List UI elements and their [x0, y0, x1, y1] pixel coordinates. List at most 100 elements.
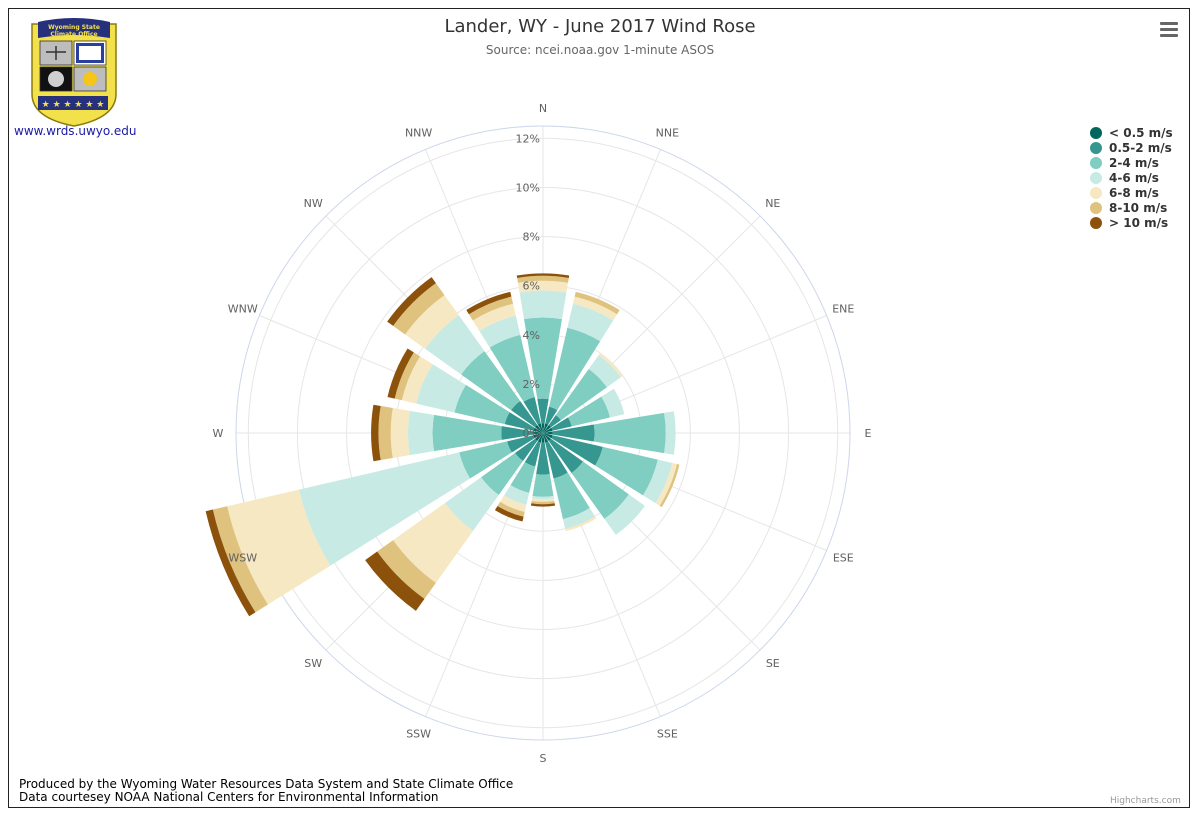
- rose-segment-wnw-series-0[interactable]: [533, 427, 543, 433]
- rose-segment-ene-series-0[interactable]: [543, 427, 553, 433]
- rose-segment-ssw-series-5[interactable]: [497, 501, 525, 517]
- rose-segment-ssw-series-6[interactable]: [494, 505, 524, 522]
- rose-segment-sse-series-4[interactable]: [565, 516, 597, 532]
- legend-item[interactable]: 4-6 m/s: [1090, 170, 1173, 185]
- rose-segment-nne-series-1[interactable]: [545, 406, 558, 425]
- rose-segment-wnw-series-5[interactable]: [394, 352, 421, 401]
- rose-segment-ene-series-3[interactable]: [601, 388, 625, 418]
- rose-segment-nnw-series-2[interactable]: [489, 334, 535, 402]
- rose-segment-n-series-0[interactable]: [541, 423, 545, 433]
- rose-segment-ssw-series-2[interactable]: [510, 462, 536, 493]
- rose-segment-se-series-1[interactable]: [548, 438, 583, 473]
- rose-segment-s-series-5[interactable]: [531, 500, 555, 505]
- rose-segment-s-series-1[interactable]: [536, 442, 550, 475]
- rose-segment-nw-series-0[interactable]: [535, 425, 543, 433]
- rose-segment-wsw-series-2[interactable]: [459, 441, 512, 479]
- rose-segment-ssw-series-0[interactable]: [537, 433, 543, 443]
- rose-segment-ne-series-3[interactable]: [588, 355, 621, 388]
- rose-segment-wnw-series-6[interactable]: [387, 348, 414, 399]
- legend-item[interactable]: > 10 m/s: [1090, 215, 1173, 230]
- rose-segment-nw-series-5[interactable]: [393, 283, 445, 335]
- rose-segment-s-series-6[interactable]: [530, 503, 556, 507]
- rose-segment-wnw-series-2[interactable]: [454, 384, 510, 425]
- rose-segment-w-series-4[interactable]: [390, 407, 410, 459]
- rose-segment-sw-series-4[interactable]: [393, 502, 474, 583]
- rose-segment-n-series-3[interactable]: [519, 290, 567, 320]
- rose-segment-s-series-0[interactable]: [541, 433, 545, 443]
- rose-segment-sw-series-0[interactable]: [535, 433, 543, 441]
- rose-segment-nw-series-4[interactable]: [405, 295, 459, 349]
- rose-segment-s-series-4[interactable]: [531, 498, 555, 502]
- rose-segment-n-series-6[interactable]: [516, 273, 570, 278]
- highcharts-credits[interactable]: Highcharts.com: [1110, 796, 1181, 806]
- rose-segment-sw-series-6[interactable]: [365, 551, 425, 611]
- rose-segment-ese-series-2[interactable]: [595, 446, 658, 496]
- rose-segment-ssw-series-4[interactable]: [500, 495, 527, 512]
- rose-segment-nne-series-0[interactable]: [543, 423, 549, 433]
- legend-item[interactable]: 6-8 m/s: [1090, 185, 1173, 200]
- rose-segment-w-series-3[interactable]: [407, 410, 434, 456]
- rose-segment-ese-series-3[interactable]: [643, 459, 673, 504]
- rose-segment-nne-series-4[interactable]: [572, 296, 618, 321]
- rose-segment-ene-series-2[interactable]: [568, 396, 610, 427]
- rose-segment-sse-series-1[interactable]: [545, 441, 568, 479]
- climate-office-logo[interactable]: Wyoming State Climate Office ★ ★ ★ ★ ★ ★: [28, 16, 120, 128]
- rose-segment-nnw-series-1[interactable]: [523, 397, 541, 425]
- rose-segment-ne-series-1[interactable]: [548, 415, 561, 428]
- rose-segment-w-series-5[interactable]: [378, 405, 393, 461]
- rose-segment-e-series-0[interactable]: [543, 431, 553, 435]
- rose-segment-nne-series-5[interactable]: [574, 291, 620, 315]
- rose-segment-nne-series-2[interactable]: [549, 327, 601, 411]
- rose-segment-wsw-series-4[interactable]: [227, 489, 331, 605]
- rose-segment-wnw-series-1[interactable]: [504, 412, 535, 431]
- rose-segment-w-series-1[interactable]: [501, 426, 534, 440]
- rose-segment-nw-series-3[interactable]: [425, 315, 485, 375]
- legend-item[interactable]: 0.5-2 m/s: [1090, 140, 1173, 155]
- rose-segment-sw-series-5[interactable]: [377, 540, 436, 599]
- rose-segment-se-series-3[interactable]: [604, 494, 645, 535]
- rose-segment-sw-series-2[interactable]: [481, 452, 524, 495]
- rose-segment-sse-series-2[interactable]: [553, 472, 590, 520]
- rose-segment-wsw-series-6[interactable]: [205, 509, 256, 617]
- rose-segment-ene-series-1[interactable]: [551, 417, 572, 431]
- website-link[interactable]: www.wrds.uwyo.edu: [14, 124, 137, 138]
- rose-segment-wnw-series-4[interactable]: [401, 356, 433, 404]
- rose-segment-sw-series-1[interactable]: [515, 438, 538, 461]
- legend-item[interactable]: 2-4 m/s: [1090, 155, 1173, 170]
- rose-segment-ne-series-0[interactable]: [543, 425, 551, 433]
- rose-segment-ne-series-2[interactable]: [555, 369, 607, 421]
- rose-segment-ne-series-4[interactable]: [598, 353, 623, 378]
- rose-segment-wsw-series-5[interactable]: [212, 506, 268, 613]
- rose-segment-ese-series-4[interactable]: [655, 462, 677, 506]
- rose-segment-wsw-series-0[interactable]: [533, 433, 543, 439]
- rose-segment-nw-series-6[interactable]: [387, 277, 436, 326]
- rose-segment-n-series-1[interactable]: [537, 398, 549, 424]
- rose-segment-sse-series-3[interactable]: [562, 508, 595, 529]
- rose-segment-nnw-series-4[interactable]: [472, 303, 516, 331]
- rose-segment-wsw-series-3[interactable]: [298, 452, 471, 566]
- rose-segment-ese-series-0[interactable]: [543, 433, 553, 439]
- rose-segment-w-series-0[interactable]: [533, 431, 543, 435]
- rose-segment-ese-series-1[interactable]: [551, 435, 603, 466]
- rose-segment-ssw-series-3[interactable]: [504, 485, 530, 505]
- rose-segment-ssw-series-1[interactable]: [524, 441, 541, 467]
- rose-segment-s-series-3[interactable]: [532, 495, 554, 500]
- rose-segment-nnw-series-0[interactable]: [537, 423, 543, 433]
- rose-segment-sw-series-3[interactable]: [445, 477, 499, 531]
- rose-segment-nne-series-3[interactable]: [567, 303, 614, 342]
- rose-segment-e-series-1[interactable]: [552, 424, 595, 442]
- legend-item[interactable]: 8-10 m/s: [1090, 200, 1173, 215]
- rose-segment-se-series-0[interactable]: [543, 433, 551, 441]
- rose-segment-se-series-2[interactable]: [571, 461, 629, 519]
- rose-segment-nw-series-2[interactable]: [461, 351, 521, 411]
- rose-segment-nnw-series-3[interactable]: [479, 315, 521, 348]
- rose-segment-w-series-6[interactable]: [371, 404, 381, 462]
- rose-segment-n-series-4[interactable]: [517, 280, 569, 293]
- legend-item[interactable]: < 0.5 m/s: [1090, 125, 1173, 140]
- rose-segment-wnw-series-3[interactable]: [416, 364, 466, 413]
- rose-segment-wsw-series-1[interactable]: [507, 435, 535, 453]
- rose-segment-e-series-3[interactable]: [664, 411, 676, 455]
- rose-segment-nnw-series-6[interactable]: [466, 291, 512, 315]
- rose-segment-w-series-2[interactable]: [432, 414, 502, 452]
- rose-segment-ese-series-5[interactable]: [659, 464, 680, 508]
